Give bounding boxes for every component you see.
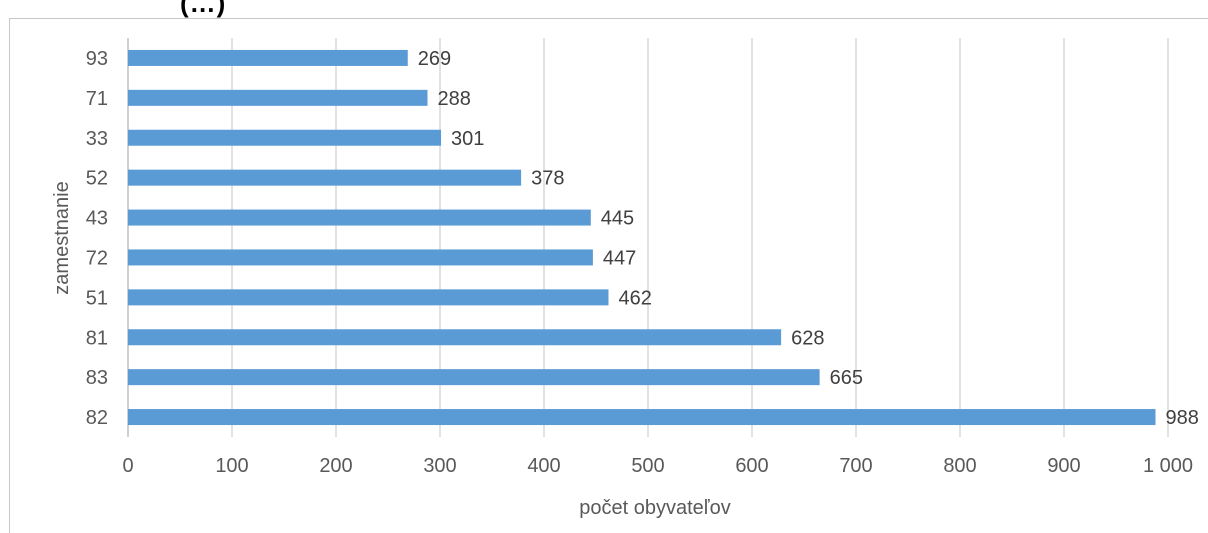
y-axis-ticks: 93 71 33 52 43 72 51 81 83 82: [86, 48, 108, 429]
x-tick-label: 1 000: [1143, 455, 1193, 477]
x-tick-label: 400: [527, 455, 560, 477]
data-label-51: 462: [618, 287, 651, 309]
x-tick-label: 900: [1047, 455, 1080, 477]
y-tick-label: 43: [86, 208, 108, 230]
x-tick-label: 700: [839, 455, 872, 477]
data-label-93: 269: [418, 48, 451, 70]
bar-72: [128, 249, 593, 266]
x-tick-label: 800: [943, 455, 976, 477]
bar-71: [128, 89, 428, 106]
data-label-52: 378: [531, 168, 564, 190]
y-tick-label: 81: [86, 327, 108, 349]
bar-33: [128, 129, 442, 146]
chart-frame: [9, 18, 1208, 533]
y-tick-label: 51: [86, 287, 108, 309]
bar-43: [128, 209, 591, 226]
bar-81: [128, 329, 782, 346]
x-tick-label: 0: [122, 455, 133, 477]
chart-title-fragment: (…): [180, 0, 227, 18]
y-tick-label: 82: [86, 407, 108, 429]
bar-93: [128, 49, 408, 66]
x-tick-label: 300: [423, 455, 456, 477]
data-label-82: 988: [1166, 407, 1199, 429]
x-tick-label: 500: [631, 455, 664, 477]
y-axis-label: zamestnanie: [51, 181, 73, 294]
data-label-81: 628: [791, 327, 824, 349]
bar-51: [128, 289, 609, 306]
data-label-43: 445: [601, 208, 634, 230]
data-label-72: 447: [603, 247, 636, 269]
x-tick-label: 100: [215, 455, 248, 477]
bar-82: [128, 409, 1156, 426]
data-label-83: 665: [830, 367, 863, 389]
data-labels: 269 288 301 378 445 447 462 628 665 988: [418, 48, 1199, 429]
y-tick-label: 52: [86, 168, 108, 190]
y-tick-label: 72: [86, 247, 108, 269]
y-tick-label: 33: [86, 128, 108, 150]
data-label-71: 288: [438, 88, 471, 110]
y-tick-label: 93: [86, 48, 108, 70]
y-tick-label: 71: [86, 88, 108, 110]
y-tick-label: 83: [86, 367, 108, 389]
x-tick-label: 600: [735, 455, 768, 477]
x-tick-label: 200: [319, 455, 352, 477]
x-axis-ticks: 0 100 200 300 400 500 600 700 800 900 1 000: [122, 455, 1193, 477]
data-label-33: 301: [451, 128, 484, 150]
bar-83: [128, 369, 820, 386]
x-axis-label: počet obyvateľov: [579, 497, 730, 519]
bar-52: [128, 169, 522, 186]
bars: [128, 49, 1156, 426]
